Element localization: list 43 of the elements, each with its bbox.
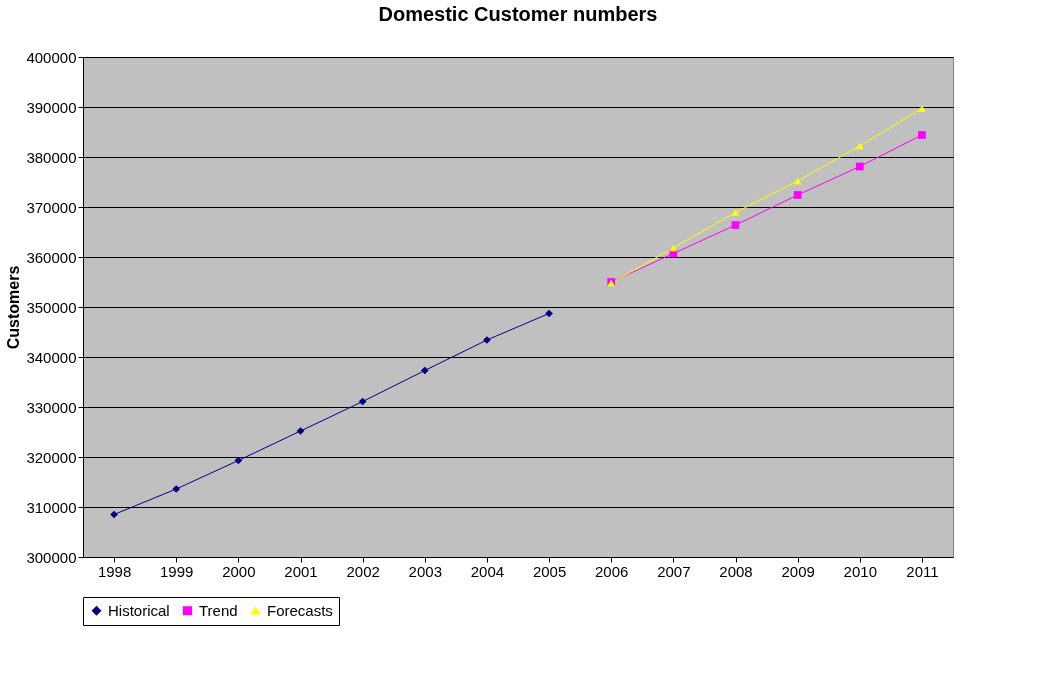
- legend-label: Forecasts: [267, 601, 333, 619]
- point: [296, 427, 305, 435]
- point: [172, 485, 181, 493]
- x-tick-label: 2011: [906, 562, 939, 580]
- x-tick-label: 2001: [284, 562, 318, 580]
- point: [918, 105, 926, 112]
- point: [855, 162, 864, 171]
- y-tick-label: 370000: [26, 198, 77, 216]
- x-tick-label: 2007: [657, 562, 691, 580]
- point: [731, 209, 740, 216]
- y-tick-label: 360000: [26, 248, 77, 266]
- point: [793, 191, 802, 199]
- y-tick-label: 380000: [26, 148, 77, 166]
- point: [731, 221, 740, 229]
- y-tick-label: 310000: [26, 498, 77, 516]
- x-tick-label: 2003: [408, 562, 442, 580]
- point: [545, 309, 553, 318]
- x-tick-label: 2005: [532, 562, 567, 580]
- x-tick-label: 2009: [781, 562, 815, 580]
- x-tick-label: 2002: [346, 562, 380, 580]
- y-tick-label: 300000: [26, 548, 77, 566]
- point: [110, 510, 118, 519]
- point: [420, 366, 429, 375]
- point: [358, 397, 367, 406]
- y-tick-label: 400000: [26, 48, 77, 66]
- point: [234, 456, 243, 465]
- legend-label: Trend: [199, 601, 238, 619]
- x-tick-label: 1999: [160, 562, 194, 580]
- y-tick-label: 350000: [26, 298, 77, 316]
- chart-title: Domestic Customer numbers: [378, 3, 658, 25]
- y-tick-label: 330000: [26, 398, 77, 416]
- y-tick-label: 340000: [26, 348, 77, 366]
- legend-label: Historical: [108, 601, 170, 619]
- y-axis-title: Customers: [5, 265, 23, 350]
- y-tick-label: 390000: [26, 98, 77, 116]
- x-tick-label: 1998: [97, 562, 132, 580]
- x-tick-label: 2000: [222, 562, 256, 580]
- x-tick-label: 2010: [843, 562, 877, 580]
- x-tick-label: 2008: [719, 562, 753, 580]
- point: [918, 131, 926, 139]
- x-tick-label: 2004: [470, 562, 505, 580]
- y-tick-label: 320000: [26, 448, 77, 466]
- x-tick-label: 2006: [595, 562, 629, 580]
